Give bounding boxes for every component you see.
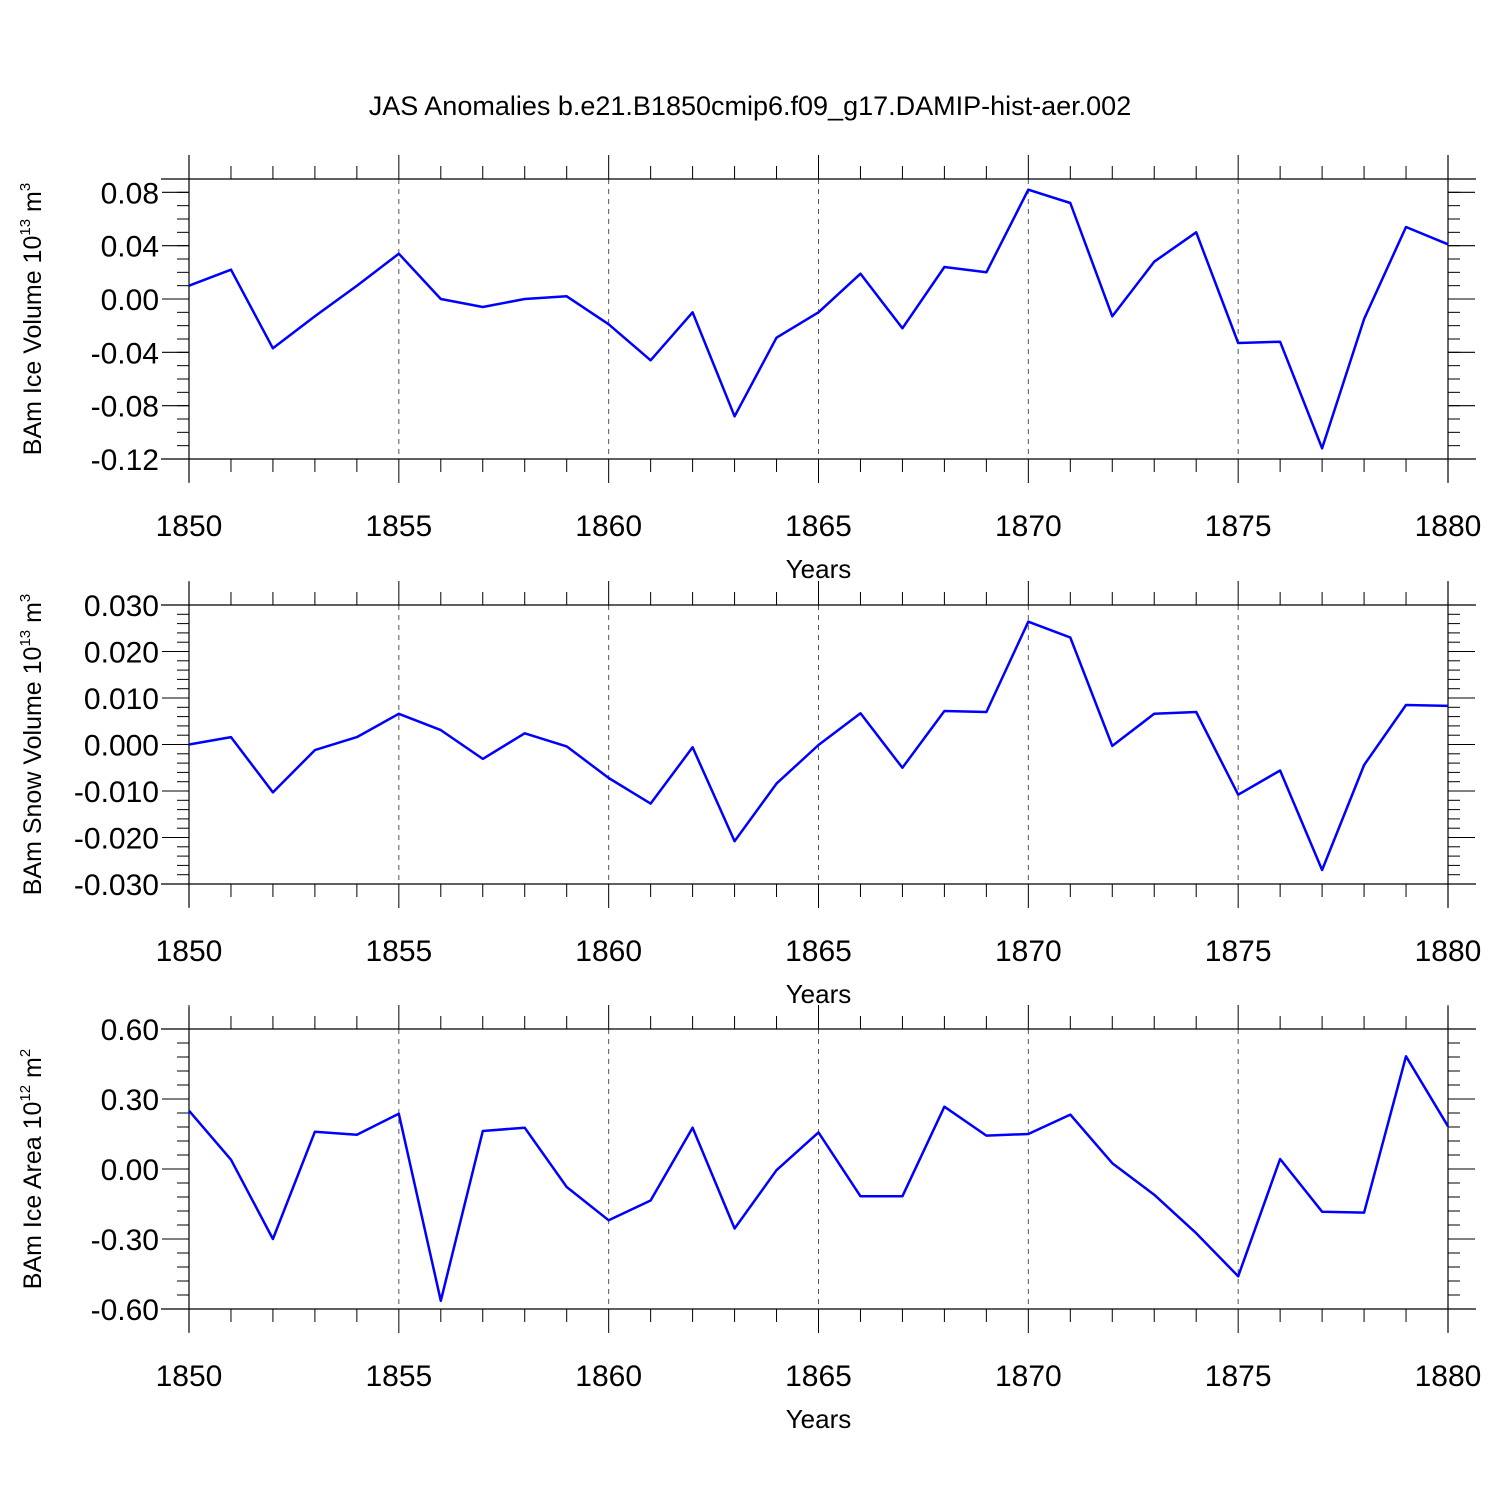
x-tick-label: 1875	[1205, 1360, 1272, 1393]
x-tick-label: 1860	[575, 1360, 642, 1393]
y-tick-label: 0.010	[84, 683, 159, 716]
y-tick-label: 0.000	[84, 730, 159, 763]
y-axis-label: BAm Ice Volume 1013 m3	[17, 183, 47, 455]
y-axis-label-sup: 2	[17, 1049, 34, 1057]
y-tick-label: 0.020	[84, 637, 159, 670]
y-tick-label: 0.00	[101, 284, 159, 317]
y-tick-label: 0.08	[101, 177, 159, 210]
x-tick-label: 1880	[1415, 935, 1482, 968]
x-tick-label: 1850	[156, 935, 223, 968]
y-tick-label: 0.30	[101, 1084, 159, 1117]
panel-3: -0.60 -0.30 0.00 0.30 0.60 1850 1855 1860 1865 18…	[17, 1005, 1481, 1434]
series-line	[188, 188, 1449, 450]
x-tick-label: 1865	[785, 1360, 852, 1393]
x-tick-label: 1865	[785, 510, 852, 543]
series-line	[188, 620, 1449, 872]
y-axis-label-part: m	[19, 191, 47, 219]
panels-group: -0.12 -0.08 -0.04 0.00 0.04 0.08 1850 1855 1860 1…	[17, 155, 1481, 1434]
y-axis-label-sup: 3	[17, 594, 34, 602]
x-tick-label: 1875	[1205, 510, 1272, 543]
x-tick-label: 1860	[575, 935, 642, 968]
x-tick-label: 1870	[995, 510, 1062, 543]
x-tick-label: 1880	[1415, 1360, 1482, 1393]
y-axis-label-sup: 12	[17, 1085, 34, 1102]
y-tick-label: -0.010	[74, 776, 159, 809]
x-axis-label: Years	[786, 1404, 852, 1434]
x-tick-label: 1870	[995, 935, 1062, 968]
y-tick-label: -0.30	[91, 1224, 159, 1257]
panel-1: -0.12 -0.08 -0.04 0.00 0.04 0.08 1850 1855 1860 1…	[17, 155, 1481, 584]
y-axis-label-part: BAm Ice Area 10	[19, 1102, 47, 1290]
y-tick-label: -0.60	[91, 1294, 159, 1327]
x-tick-label: 1855	[365, 1360, 432, 1393]
y-axis-label-part: BAm Ice Volume 10	[19, 236, 47, 456]
y-axis-label-sup: 13	[17, 219, 34, 236]
y-axis-label: BAm Snow Volume 1013 m3	[17, 594, 47, 896]
x-tick-label: 1850	[156, 510, 223, 543]
y-axis-label-sup: 3	[17, 183, 34, 191]
x-axis-label: Years	[786, 554, 852, 584]
panel-2: -0.030 -0.020 -0.010 0.000 0.010 0.020 0.030 18…	[17, 581, 1481, 1009]
x-tick-label: 1855	[365, 935, 432, 968]
x-tick-label: 1855	[365, 510, 432, 543]
series-line	[188, 1055, 1450, 1303]
y-tick-label: -0.08	[91, 391, 159, 424]
x-tick-label: 1860	[575, 510, 642, 543]
y-axis-label-part: m	[19, 1057, 47, 1085]
x-tick-label: 1850	[156, 1360, 223, 1393]
x-tick-label: 1875	[1205, 935, 1272, 968]
y-axis-label: BAm Ice Area 1012 m2	[17, 1049, 47, 1289]
y-tick-label: 0.00	[101, 1154, 159, 1187]
y-axis-label-part: BAm Snow Volume 10	[19, 647, 47, 896]
x-tick-label: 1880	[1415, 510, 1482, 543]
y-tick-label: 0.60	[101, 1014, 159, 1047]
y-axis-label-part: m	[19, 602, 47, 630]
y-axis-label-sup: 13	[17, 630, 34, 647]
y-tick-label: -0.030	[74, 869, 159, 902]
x-axis-label: Years	[786, 979, 852, 1009]
y-tick-label: -0.020	[74, 823, 159, 856]
chart-title: JAS Anomalies b.e21.B1850cmip6.f09_g17.D…	[369, 91, 1131, 121]
x-tick-label: 1865	[785, 935, 852, 968]
x-tick-label: 1870	[995, 1360, 1062, 1393]
y-tick-label: -0.04	[91, 337, 159, 370]
y-tick-label: 0.030	[84, 590, 159, 623]
y-tick-label: -0.12	[91, 444, 159, 477]
y-tick-label: 0.04	[101, 231, 159, 264]
